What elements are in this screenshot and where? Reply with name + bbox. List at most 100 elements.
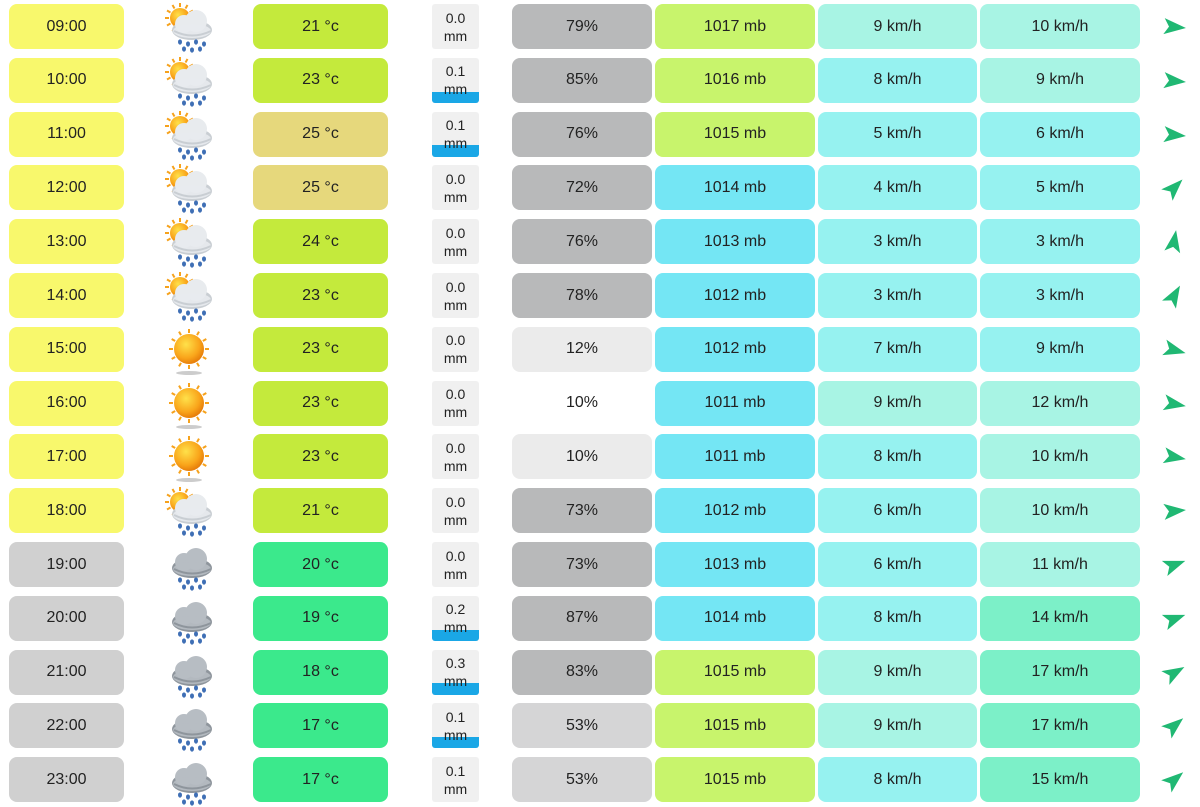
precipitation-unit: mm xyxy=(443,404,468,421)
time-cell: 12:00 xyxy=(9,165,124,211)
sun-cloud-rain-icon xyxy=(160,54,218,108)
time-cell: 13:00 xyxy=(9,219,124,265)
forecast-row: 14:00 23 °c 0.0 mm 78% 1012 mb 3 km/h 3 … xyxy=(0,269,1200,323)
cloud-rain-icon xyxy=(160,753,218,807)
sun-cloud-rain-icon xyxy=(160,215,218,269)
time-cell: 15:00 xyxy=(9,326,124,372)
pressure-cell: 1012 mb xyxy=(655,273,815,318)
wind-speed-cell: 8 km/h xyxy=(818,57,977,103)
forecast-row: 09:00 21 °c 0.0 mm 79% 1017 mb 9 km/h 10… xyxy=(0,0,1200,54)
humidity-cell: 83% xyxy=(512,649,652,695)
pressure-cell: 1013 mb xyxy=(655,542,815,587)
wind-speed-cell: 7 km/h xyxy=(818,326,977,372)
precipitation-unit: mm xyxy=(443,726,468,743)
wind-speed-cell: 5 km/h xyxy=(818,111,977,157)
time-cell: 14:00 xyxy=(9,273,124,318)
precipitation-cell: 0.0 mm xyxy=(432,542,479,587)
precipitation-value: 0.0 xyxy=(445,547,466,564)
forecast-row: 20:00 19 °c 0.2 mm 87% 1014 mb 8 km/h 14… xyxy=(0,592,1200,646)
wind-direction-arrow-icon xyxy=(1158,108,1190,162)
precipitation-cell: 0.0 mm xyxy=(432,273,479,318)
forecast-row: 19:00 20 °c 0.0 mm 73% 1013 mb 6 km/h 11… xyxy=(0,538,1200,592)
temperature-cell: 21 °c xyxy=(253,4,388,49)
temperature-cell: 23 °c xyxy=(253,273,388,318)
precipitation-value: 0.0 xyxy=(445,278,466,295)
precipitation-bar xyxy=(432,629,479,641)
wind-gust-cell: 15 km/h xyxy=(980,757,1140,803)
wind-gust-cell: 9 km/h xyxy=(980,326,1140,372)
humidity-cell: 76% xyxy=(512,219,652,265)
cloud-rain-icon xyxy=(160,592,218,646)
wind-gust-cell: 14 km/h xyxy=(980,595,1140,641)
humidity-cell: 73% xyxy=(512,488,652,534)
wind-gust-cell: 10 km/h xyxy=(980,488,1140,534)
sun-cloud-rain-icon xyxy=(160,269,218,323)
pressure-cell: 1017 mb xyxy=(655,4,815,49)
precipitation-cell: 0.0 mm xyxy=(432,488,479,534)
precipitation-unit: mm xyxy=(443,135,468,152)
precipitation-bar xyxy=(432,737,479,749)
time-cell: 18:00 xyxy=(9,488,124,534)
forecast-row: 17:00 23 °c 0.0 mm 10% 1011 mb 8 km/h 10… xyxy=(0,430,1200,484)
wind-speed-cell: 9 km/h xyxy=(818,649,977,695)
humidity-cell: 10% xyxy=(512,434,652,480)
precipitation-value: 0.0 xyxy=(445,386,466,403)
time-cell: 22:00 xyxy=(9,703,124,749)
wind-speed-cell: 8 km/h xyxy=(818,595,977,641)
precipitation-bar xyxy=(432,145,479,157)
precipitation-cell: 0.0 mm xyxy=(432,326,479,372)
temperature-cell: 21 °c xyxy=(253,488,388,534)
wind-direction-arrow-icon xyxy=(1158,538,1190,592)
forecast-row: 22:00 17 °c 0.1 mm 53% 1015 mb 9 km/h 17… xyxy=(0,699,1200,753)
precipitation-value: 0.0 xyxy=(445,9,466,26)
forecast-row: 15:00 23 °c 0.0 mm 12% 1012 mb 7 km/h 9 … xyxy=(0,323,1200,377)
wind-speed-cell: 9 km/h xyxy=(818,380,977,426)
forecast-row: 16:00 23 °c 0.0 mm 10% 1011 mb 9 km/h 12… xyxy=(0,377,1200,431)
forecast-row: 18:00 21 °c 0.0 mm 73% 1012 mb 6 km/h 10… xyxy=(0,484,1200,538)
wind-speed-cell: 6 km/h xyxy=(818,488,977,534)
precipitation-unit: mm xyxy=(443,565,468,582)
wind-speed-cell: 8 km/h xyxy=(818,434,977,480)
temperature-cell: 20 °c xyxy=(253,542,388,587)
humidity-cell: 10% xyxy=(512,380,652,426)
precipitation-unit: mm xyxy=(443,81,468,98)
temperature-cell: 17 °c xyxy=(253,757,388,803)
precipitation-unit: mm xyxy=(443,457,468,474)
humidity-cell: 53% xyxy=(512,757,652,803)
precipitation-cell: 0.1 mm xyxy=(432,757,479,803)
precipitation-value: 0.0 xyxy=(445,224,466,241)
wind-gust-cell: 10 km/h xyxy=(980,434,1140,480)
pressure-cell: 1011 mb xyxy=(655,380,815,426)
sun-cloud-rain-icon xyxy=(160,161,218,215)
cloud-rain-icon xyxy=(160,699,218,753)
wind-gust-cell: 12 km/h xyxy=(980,380,1140,426)
temperature-cell: 23 °c xyxy=(253,380,388,426)
time-cell: 10:00 xyxy=(9,57,124,103)
wind-gust-cell: 6 km/h xyxy=(980,111,1140,157)
temperature-cell: 25 °c xyxy=(253,111,388,157)
time-cell: 09:00 xyxy=(9,4,124,49)
time-cell: 21:00 xyxy=(9,649,124,695)
precipitation-cell: 0.3 mm xyxy=(432,649,479,695)
precipitation-unit: mm xyxy=(443,619,468,636)
time-cell: 19:00 xyxy=(9,542,124,587)
precipitation-unit: mm xyxy=(443,511,468,528)
cloud-rain-icon xyxy=(160,646,218,700)
wind-gust-cell: 17 km/h xyxy=(980,649,1140,695)
sun-icon xyxy=(160,323,218,377)
time-cell: 17:00 xyxy=(9,434,124,480)
sun-cloud-rain-icon xyxy=(160,108,218,162)
wind-direction-arrow-icon xyxy=(1158,269,1190,323)
humidity-cell: 53% xyxy=(512,703,652,749)
wind-speed-cell: 4 km/h xyxy=(818,165,977,211)
temperature-cell: 23 °c xyxy=(253,434,388,480)
temperature-cell: 23 °c xyxy=(253,57,388,103)
humidity-cell: 78% xyxy=(512,273,652,318)
precipitation-value: 0.0 xyxy=(445,170,466,187)
wind-direction-arrow-icon xyxy=(1158,699,1190,753)
sun-icon xyxy=(160,377,218,431)
precipitation-value: 0.1 xyxy=(445,708,466,725)
precipitation-bar xyxy=(432,91,479,103)
wind-direction-arrow-icon xyxy=(1158,430,1190,484)
precipitation-value: 0.0 xyxy=(445,332,466,349)
